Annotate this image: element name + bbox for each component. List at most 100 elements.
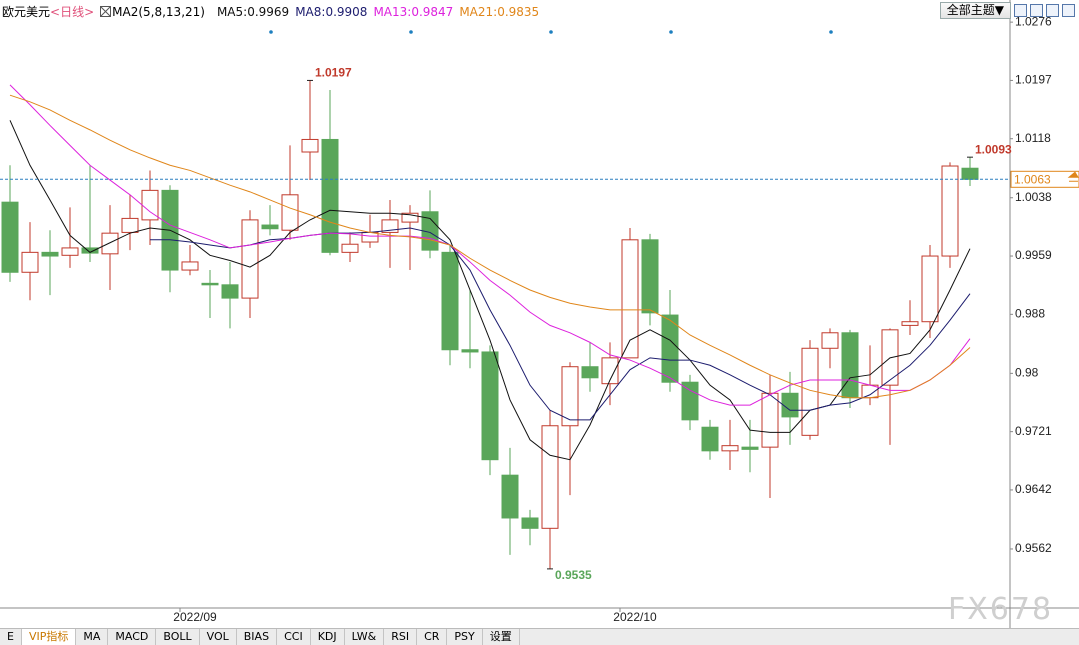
y-tick-label: 0.988 (1015, 307, 1045, 321)
candle-body (441, 251, 459, 351)
y-tick-label: 0.9562 (1015, 541, 1052, 555)
indicator-tab[interactable]: VIP指标 (21, 629, 77, 645)
candle-body (61, 247, 79, 256)
candle-body (341, 243, 359, 253)
toolbar-icon[interactable] (1046, 4, 1059, 17)
candle-body (741, 446, 759, 450)
y-tick-label: 0.9721 (1015, 424, 1052, 438)
event-dot (669, 30, 673, 34)
indicator-tab[interactable]: 设置 (483, 629, 520, 645)
y-tick-label: 1.0118 (1015, 131, 1051, 145)
y-tick-label: 1.0276 (1015, 14, 1052, 28)
indicator-tab[interactable]: MACD (108, 629, 157, 645)
indicator-tab[interactable]: KDJ (311, 629, 345, 645)
legend-entry: MA21:0.9835 (459, 5, 539, 19)
event-dot (829, 30, 833, 34)
toolbar-icon[interactable] (1014, 4, 1027, 17)
candle-body (821, 332, 839, 349)
candles (1, 80, 979, 569)
candle-body (621, 239, 639, 359)
candle-body (901, 321, 919, 326)
candle-body (481, 351, 499, 461)
indicator-tab[interactable]: E (0, 629, 22, 645)
candle-body (281, 194, 299, 231)
candle-body (941, 165, 959, 257)
candle-body (641, 239, 659, 314)
candle-body (301, 138, 319, 153)
indicator-tab[interactable]: VOL (200, 629, 237, 645)
y-tick-label: 0.9642 (1015, 482, 1052, 496)
candle-body (721, 445, 739, 452)
price-label: 1.0063 (1014, 172, 1051, 186)
legend-entry: MA13:0.9847 (373, 5, 453, 19)
indicator-tab[interactable]: BOLL (156, 629, 200, 645)
candle-body (41, 251, 59, 257)
indicator-tab[interactable]: CR (417, 629, 448, 645)
toolbar-icon[interactable] (1062, 4, 1075, 17)
indicator-tab[interactable]: PSY (447, 629, 483, 645)
candle-body (221, 284, 239, 299)
candle-body (921, 255, 939, 323)
toolbar: 全部主题▼ (939, 2, 1075, 19)
candle-body (361, 231, 379, 243)
candle-body (241, 219, 259, 299)
candle-body (541, 425, 559, 529)
theme-button[interactable]: 全部主题▼ (939, 2, 1011, 19)
indicator-icon (100, 6, 112, 17)
toolbar-icon[interactable] (1030, 4, 1043, 17)
ma-line (9, 84, 971, 406)
candle-body (581, 366, 599, 379)
candle-body (201, 282, 219, 286)
indicator-name: MA2(5,8,13,21) (112, 4, 205, 19)
indicator-tab[interactable]: MA (76, 629, 109, 645)
extreme-label: 1.0093 (975, 142, 1012, 156)
candle-body (761, 392, 779, 448)
candle-body (661, 314, 679, 383)
candle-body (401, 212, 419, 223)
ma-line (9, 94, 971, 399)
candle-body (781, 392, 799, 418)
candle-body (21, 251, 39, 273)
indicator-tab[interactable]: LW& (345, 629, 385, 645)
candle-body (181, 261, 199, 271)
indicator-tab[interactable]: RSI (384, 629, 418, 645)
watermark: FX678 (948, 592, 1054, 627)
candle-body (841, 332, 859, 399)
price-box (1010, 170, 1079, 188)
candle-body (501, 474, 519, 519)
legend-entry: MA8:0.9908 (295, 5, 367, 19)
candle-body (321, 138, 339, 253)
candle-body (261, 224, 279, 230)
legend-value: 0.9969 (247, 4, 290, 19)
x-tick-label: 2022/10 (613, 610, 657, 624)
indicator-tabs: E VIP指标 MA MACD BOLL VOL BIAS CCI KDJ LW& RSI CR PSY… (0, 628, 1079, 645)
candle-body (81, 247, 99, 254)
legend-value: 0.9835 (497, 4, 540, 19)
indicator-label: MA2(5,8,13,21) (100, 5, 211, 19)
extreme-label: 0.9535 (555, 568, 592, 582)
legend-name: MA5: (216, 4, 248, 19)
candle-body (1, 201, 19, 273)
x-tick-label: 2022/09 (173, 610, 217, 624)
indicator-tab[interactable]: BIAS (237, 629, 278, 645)
chart-subtitle: <日线> (50, 5, 95, 19)
candle-body (461, 349, 479, 353)
candle-body (521, 517, 539, 529)
chart-title: 欧元美元 (2, 5, 51, 19)
legend-name: MA21: (459, 4, 498, 19)
event-markers (269, 30, 833, 34)
y-tick-label: 0.98 (1015, 366, 1039, 380)
y-tick-label: 0.9959 (1015, 248, 1052, 262)
indicator-tab[interactable]: CCI (277, 629, 311, 645)
candle-body (101, 232, 119, 255)
candle-body (701, 426, 719, 452)
legend-value: 0.9908 (325, 4, 368, 19)
chart: 0.9562 0.9642 0.9721 0.98 0.988 0.9959 1.0038 1… (0, 0, 1079, 628)
candle-body (561, 366, 579, 427)
extreme-label: 1.0197 (315, 66, 352, 80)
event-dot (409, 30, 413, 34)
candle-body (681, 381, 699, 421)
event-dot (269, 30, 273, 34)
candle-body (601, 357, 619, 385)
chart-header: 欧元美元 <日线> MA2(5,8,13,21) MA5:0.9969 MA8:0… (2, 3, 545, 20)
